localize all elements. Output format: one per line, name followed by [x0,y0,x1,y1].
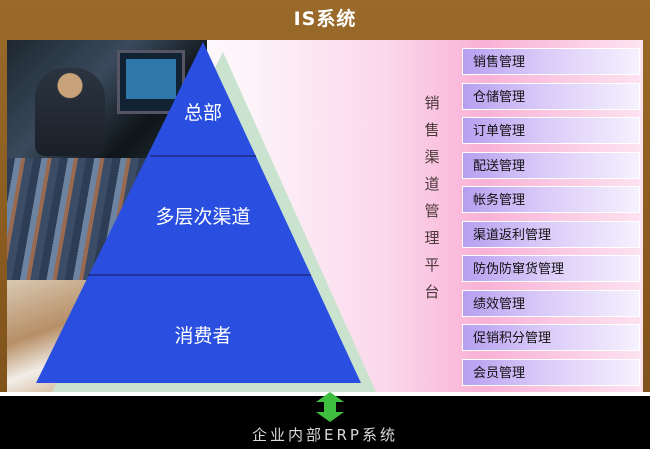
menu-item-sales[interactable]: 销售管理 [462,48,640,75]
photo-office-worker [7,40,207,158]
vertical-title-char: 理 [424,229,440,247]
menu-item-delivery[interactable]: 配送管理 [462,151,640,179]
vertical-title-char: 售 [424,121,440,139]
vertical-title-char: 道 [424,175,440,193]
pyramid-level-channels: 多层次渠道 [155,206,251,228]
pyramid-level-consumers: 消费者 [174,325,232,347]
vertical-title-char: 管 [424,202,440,220]
menu-item-warehouse[interactable]: 仓储管理 [462,82,640,110]
footer-title: 企业内部ERP系统 [252,426,398,444]
up-down-arrow-icon [316,392,344,422]
pyramid-level-headquarters: 总部 [183,102,222,124]
pyramid-diagram [36,42,377,392]
vertical-title-char: 台 [424,283,440,301]
worker-image [35,68,105,156]
menu-item-orders[interactable]: 订单管理 [462,117,640,144]
menu-item-promotion-points[interactable]: 促销积分管理 [462,324,640,351]
page-title: IS系统 [293,8,357,30]
menu-item-members[interactable]: 会员管理 [462,358,640,386]
pyramid-body [36,42,361,383]
module-menu: 销售管理 仓储管理 订单管理 配送管理 帐务管理 渠道返利管理 防伪防窜货管理 … [462,48,640,392]
diagram-panel: 总部 多层次渠道 消费者 销 售 渠 道 管 理 平 台 销售管理 仓储管理 订… [7,40,643,392]
menu-item-channel-rebate[interactable]: 渠道返利管理 [462,220,640,248]
vertical-title-char: 渠 [424,148,440,166]
vertical-title-char: 平 [424,256,440,274]
menu-item-performance[interactable]: 绩效管理 [462,289,640,317]
platform-vertical-title: 销 售 渠 道 管 理 平 台 [417,90,447,306]
menu-item-anti-counterfeit[interactable]: 防伪防窜货管理 [462,255,640,282]
vertical-title-char: 销 [424,94,440,112]
menu-item-accounts[interactable]: 帐务管理 [462,186,640,213]
